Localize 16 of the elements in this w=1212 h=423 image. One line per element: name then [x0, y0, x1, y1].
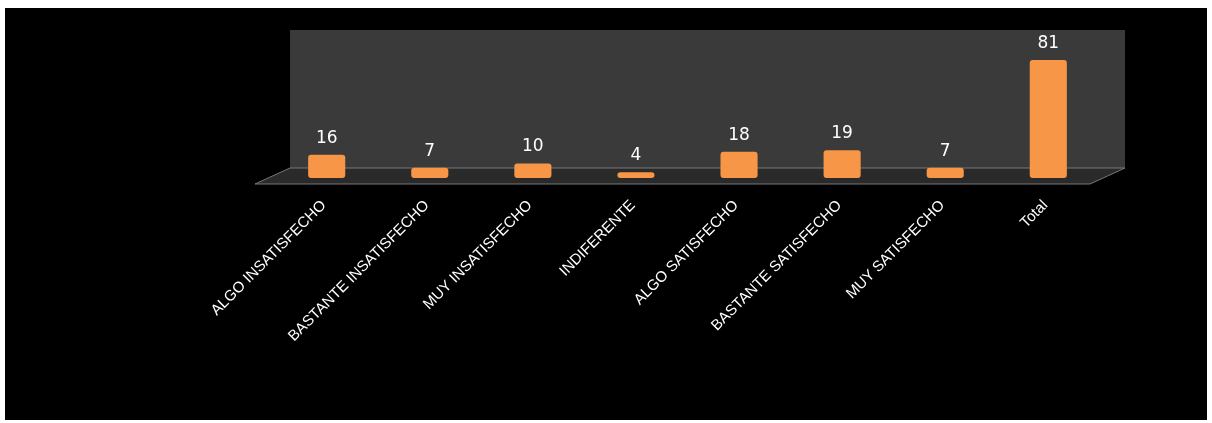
bar [308, 154, 346, 178]
bar [1029, 60, 1067, 178]
bar [926, 167, 964, 178]
bar [720, 151, 758, 178]
data-label: 10 [522, 135, 544, 156]
bar [411, 167, 449, 178]
data-label: 16 [315, 126, 338, 147]
data-label: 7 [939, 139, 951, 160]
bar [823, 150, 861, 178]
bar [617, 172, 655, 178]
bar [514, 163, 552, 178]
data-label: 81 [1037, 32, 1060, 52]
data-label: 4 [630, 144, 642, 165]
data-label: 18 [728, 123, 750, 144]
data-label: 19 [831, 122, 853, 143]
data-label: 7 [424, 139, 436, 160]
